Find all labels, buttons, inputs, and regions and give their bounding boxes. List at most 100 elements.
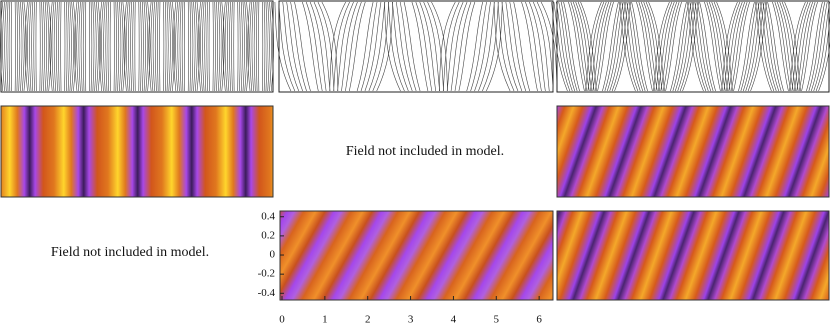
- contour-line: [733, 1, 755, 92]
- heatmap-panel: [556, 105, 830, 198]
- contour-line: [226, 1, 245, 92]
- contour-line: [173, 1, 200, 92]
- contour-line: [505, 1, 546, 92]
- contour-line: [553, 1, 595, 92]
- contour-line: [282, 1, 331, 92]
- x-tick-label: 6: [536, 314, 542, 326]
- contour-line: [98, 1, 126, 92]
- contour-line: [395, 1, 437, 92]
- contour-line: [801, 1, 823, 92]
- contour-line: [101, 1, 124, 92]
- contour-line: [458, 1, 484, 92]
- contour-line: [105, 1, 120, 92]
- note: Field not included in model.: [346, 144, 504, 159]
- contour-line: [157, 1, 167, 92]
- x-tick-label: 2: [365, 314, 371, 326]
- contour-line: [798, 1, 826, 92]
- contour-line: [691, 1, 729, 92]
- contour-line: [4, 1, 23, 92]
- contour-line: [253, 1, 268, 92]
- heatmap-panel: [556, 210, 830, 301]
- contour-line: [231, 1, 241, 92]
- contour-line: [555, 1, 593, 92]
- contour-line: [767, 1, 789, 92]
- contour-line: [725, 1, 763, 92]
- contour-line: [208, 1, 214, 92]
- contour-line: [175, 1, 198, 92]
- contour-line: [592, 1, 624, 92]
- contour-line: [204, 1, 218, 92]
- contour-panel: [278, 0, 554, 93]
- y-tick-label: -0.2: [258, 268, 275, 280]
- contour-line: [454, 1, 487, 92]
- contour-line: [53, 1, 72, 92]
- contour-line: [699, 1, 721, 92]
- contour-line: [791, 1, 830, 92]
- contour-line: [56, 1, 70, 92]
- contour-line: [125, 1, 149, 92]
- contour-line: [123, 1, 151, 92]
- contour-line: [653, 1, 699, 92]
- contour-line: [558, 1, 590, 92]
- contour-line: [150, 1, 173, 92]
- contour-line: [439, 1, 503, 92]
- contour-line: [764, 1, 792, 92]
- contour-line: [345, 1, 378, 92]
- contour-line: [130, 1, 144, 92]
- contour-line: [341, 1, 382, 92]
- contour-line: [109, 1, 115, 92]
- contour-line: [24, 1, 52, 92]
- contour-line: [450, 1, 491, 92]
- x-tick-label: 1: [322, 314, 328, 326]
- contour-line: [403, 1, 429, 92]
- heatmap-panel: [279, 210, 554, 301]
- heatmap-panel: [0, 105, 274, 198]
- contour-line: [202, 1, 221, 92]
- contour-line: [278, 1, 335, 92]
- contour-line: [286, 1, 327, 92]
- contour-line: [35, 1, 41, 92]
- contour-line: [594, 1, 622, 92]
- contour-line: [258, 1, 264, 92]
- contour-line: [513, 1, 538, 92]
- contour-line: [233, 1, 239, 92]
- contour-line: [10, 1, 16, 92]
- contour-line: [51, 1, 74, 92]
- contour-line: [152, 1, 171, 92]
- contour-line: [657, 1, 695, 92]
- contour-line: [206, 1, 216, 92]
- contour-line: [560, 1, 588, 92]
- contour-line: [388, 1, 444, 92]
- contour-line: [721, 1, 767, 92]
- contour-line: [249, 1, 272, 92]
- contour-line: [82, 1, 93, 92]
- contour-line: [256, 1, 266, 92]
- contour-line: [399, 1, 433, 92]
- contour-line: [290, 1, 323, 92]
- contour-line: [687, 1, 733, 92]
- contour-line: [793, 1, 830, 92]
- note: Field not included in model.: [51, 245, 209, 260]
- contour-line: [446, 1, 495, 92]
- contour-line: [33, 1, 43, 92]
- contour-line: [587, 1, 629, 92]
- contour-line: [31, 1, 45, 92]
- contour-line: [730, 1, 758, 92]
- contour-line: [662, 1, 690, 92]
- contour-line: [655, 1, 697, 92]
- contour-line: [154, 1, 169, 92]
- contour-line: [442, 1, 499, 92]
- x-tick-label: 3: [408, 314, 414, 326]
- contour-line: [251, 1, 270, 92]
- contour-line: [49, 1, 77, 92]
- contour-line: [177, 1, 196, 92]
- x-tick-label: 0: [279, 314, 285, 326]
- contour-line: [728, 1, 760, 92]
- contour-line: [665, 1, 687, 92]
- contour-panel: [556, 0, 830, 93]
- contour-line: [2, 1, 25, 92]
- contour-line: [694, 1, 726, 92]
- contour-line: [80, 1, 95, 92]
- contour-line: [274, 1, 339, 92]
